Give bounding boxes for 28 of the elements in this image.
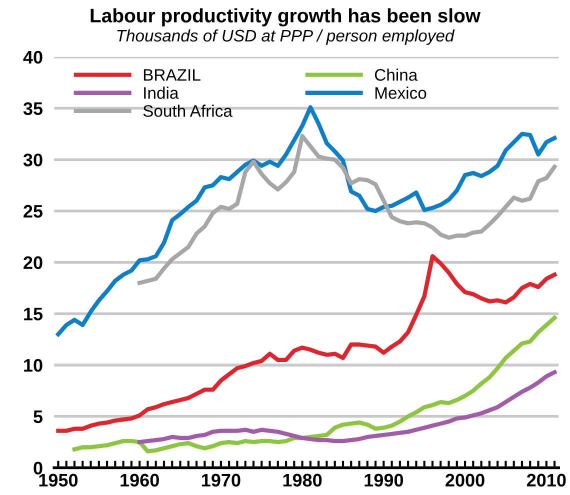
y-tick-label: 25 xyxy=(24,204,43,218)
legend-label: South Africa xyxy=(143,104,232,117)
y-tick-label: 40 xyxy=(23,50,42,64)
legend-label: India xyxy=(144,86,179,99)
x-tick-label: 1980 xyxy=(283,474,322,487)
y-tick-label: 5 xyxy=(34,410,43,424)
x-tick-label: 1990 xyxy=(364,474,404,487)
y-tick-label: 10 xyxy=(24,358,42,372)
line-series xyxy=(56,105,557,336)
x-tick-label: 1970 xyxy=(202,474,240,487)
line-series xyxy=(137,370,557,444)
line-series xyxy=(56,254,557,433)
x-tick-label: 2010 xyxy=(526,474,566,487)
line-series xyxy=(137,134,557,285)
y-tick-label: 20 xyxy=(24,256,42,270)
y-tick-label: 15 xyxy=(24,308,43,320)
legend-label: Mexico xyxy=(375,86,426,99)
y-tick-label: 30 xyxy=(23,154,42,166)
x-tick-label: 1950 xyxy=(39,474,78,487)
line-series xyxy=(72,316,557,454)
chart-subtitle: Thousands of USD at PPP / person employed xyxy=(117,29,455,45)
x-tick-label: 1960 xyxy=(120,474,159,487)
legend-label: China xyxy=(374,68,418,81)
chart-title: Labour productivity growth has been slow xyxy=(90,8,481,26)
y-tick-label: 0 xyxy=(34,462,42,474)
y-tick-label: 35 xyxy=(23,102,43,116)
legend-label: BRAZIL xyxy=(144,69,200,81)
x-tick-label: 2000 xyxy=(446,474,484,487)
